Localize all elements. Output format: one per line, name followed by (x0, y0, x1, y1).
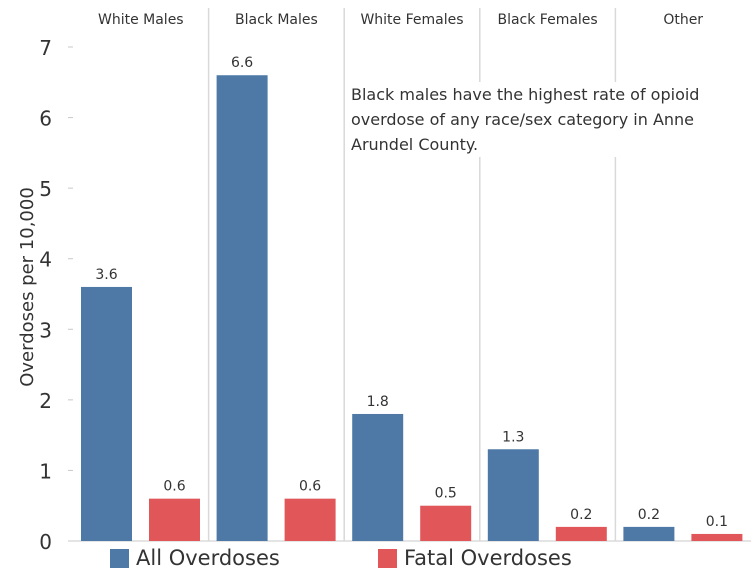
legend-item-all-overdoses: All Overdoses (110, 543, 280, 573)
panel-header: Other (663, 12, 703, 28)
bars: 3.6 6.6 1.8 1.3 0.2 0.6 0.6 0.5 0.2 0.1 (81, 55, 743, 541)
bar-fatal-overdoses (284, 498, 336, 541)
y-tick-label: 2 (39, 389, 52, 413)
bar-value-label: 0.5 (435, 486, 457, 502)
y-tick-label: 5 (39, 177, 52, 201)
chart-annotation: Black males have the highest rate of opi… (347, 82, 735, 157)
bar-all-overdoses (623, 526, 675, 541)
panel-header: Black Females (497, 12, 597, 28)
panel-header: Black Males (235, 12, 318, 28)
bar-value-label: 0.6 (299, 479, 321, 495)
bar-fatal-overdoses (691, 533, 743, 541)
y-tick-label: 1 (39, 459, 52, 483)
bar-value-label: 0.1 (706, 514, 728, 530)
y-tick-label: 0 (39, 530, 52, 554)
bar-value-label: 1.3 (502, 429, 524, 445)
bar-fatal-overdoses (420, 505, 472, 541)
bar-fatal-overdoses (149, 498, 200, 541)
panel-header: White Males (98, 12, 184, 28)
y-axis: 0 1 2 3 4 5 6 7 (39, 36, 73, 554)
legend-swatch-all (110, 548, 129, 568)
bar-all-overdoses (216, 75, 268, 541)
legend-label-all: All Overdoses (136, 546, 280, 570)
bar-value-label: 0.2 (638, 507, 660, 523)
bar-fatal-overdoses (555, 526, 607, 541)
legend-item-fatal-overdoses: Fatal Overdoses (378, 543, 572, 573)
bar-value-label: 6.6 (231, 55, 253, 71)
y-tick-label: 6 (39, 107, 52, 131)
bar-all-overdoses (81, 286, 132, 541)
bar-all-overdoses (487, 449, 539, 541)
legend-swatch-fatal (378, 548, 397, 568)
bar-all-overdoses (352, 413, 404, 541)
bar-value-label: 3.6 (95, 267, 117, 283)
legend-label-fatal: Fatal Overdoses (404, 546, 572, 570)
bar-value-label: 0.2 (570, 507, 592, 523)
y-tick-label: 4 (39, 248, 52, 272)
bar-value-label: 0.6 (163, 479, 185, 495)
bar-value-label: 1.8 (367, 394, 389, 410)
y-axis-label: Overdoses per 10,000 (17, 187, 38, 387)
y-tick-label: 3 (39, 318, 52, 342)
y-tick-label: 7 (39, 36, 52, 60)
panel-header: White Females (360, 12, 463, 28)
